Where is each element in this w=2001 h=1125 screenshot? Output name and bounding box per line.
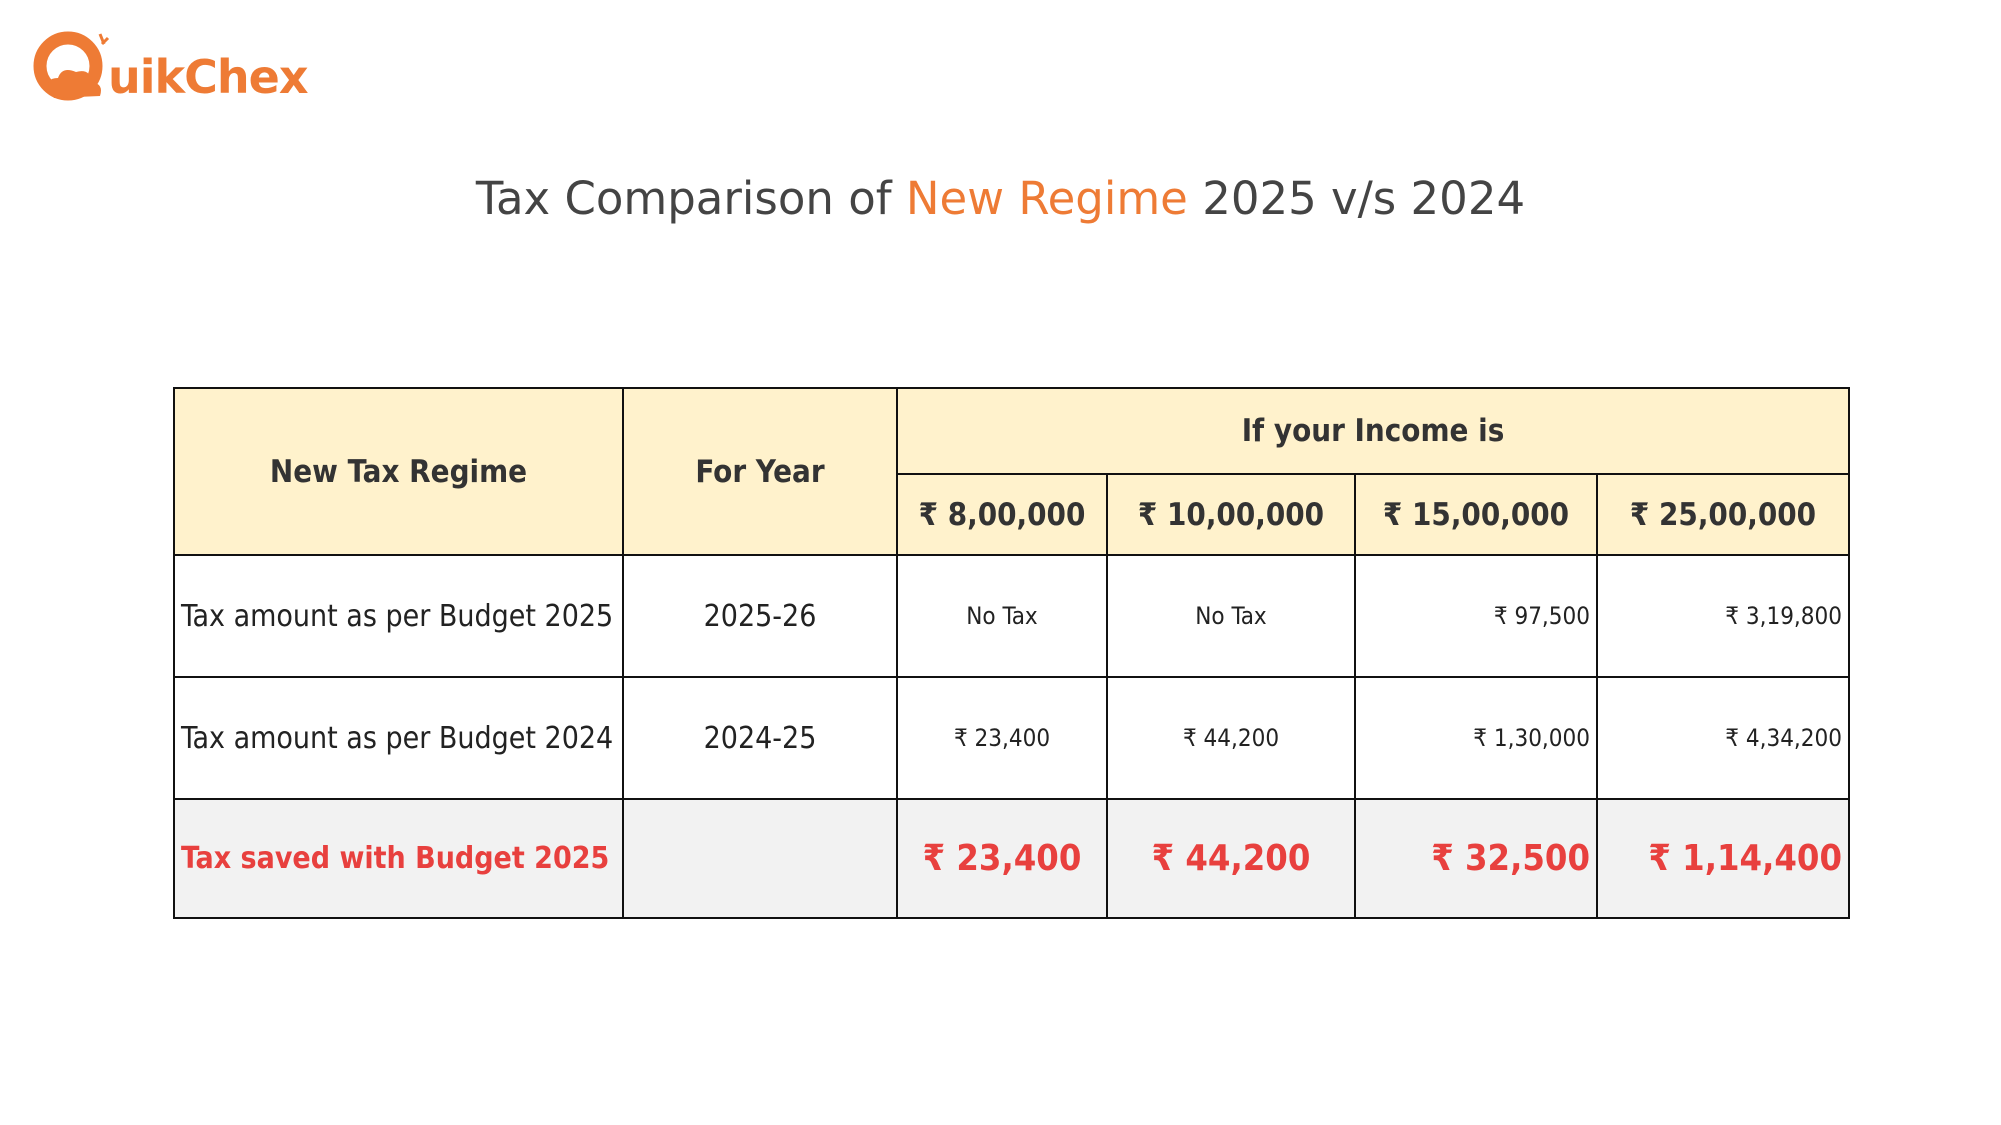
value-cell: ₹ 1,14,400 (1596, 798, 1850, 919)
year-cell: 2024-25 (622, 676, 898, 800)
year-cell: 2025-26 (622, 554, 898, 678)
title-text: Tax Comparison of (475, 172, 892, 225)
value-cell: ₹ 23,400 (896, 798, 1108, 919)
row-label: Tax amount as per Budget 2025 (173, 554, 624, 678)
value-cell: No Tax (896, 554, 1108, 678)
title: Tax Comparison of New Regime 2025 v/s 20… (0, 172, 2001, 225)
income-header: ₹ 10,00,000 (1106, 473, 1356, 556)
table-row: Tax amount as per Budget 2025 2025-26 No T… (173, 554, 1850, 678)
table-row: Tax saved with Budget 2025 ₹ 23,400 ₹ 44,2… (173, 798, 1850, 919)
income-header: ₹ 8,00,000 (896, 473, 1108, 556)
value-cell: ₹ 3,19,800 (1596, 554, 1850, 678)
row-label: Tax amount as per Budget 2024 (173, 676, 624, 800)
header-cell: For Year (622, 387, 898, 556)
income-header: ₹ 15,00,000 (1354, 473, 1598, 556)
value-cell: ₹ 23,400 (896, 676, 1108, 800)
header-cell: New Tax Regime (173, 387, 624, 556)
tax-table: New Tax Regime For Year If your Income i… (173, 387, 1850, 919)
row-label: Tax saved with Budget 2025 (173, 798, 624, 919)
value-cell: ₹ 97,500 (1354, 554, 1598, 678)
header-cell: If your Income is (896, 387, 1850, 475)
brand: uikChex (108, 50, 308, 104)
value-cell: ₹ 4,34,200 (1596, 676, 1850, 800)
income-header: ₹ 25,00,000 (1596, 473, 1850, 556)
value-cell: ₹ 44,200 (1106, 798, 1356, 919)
table-row: Tax amount as per Budget 2024 2024-25 ₹ 23… (173, 676, 1850, 800)
value-cell: ₹ 32,500 (1354, 798, 1598, 919)
value-cell: ₹ 1,30,000 (1354, 676, 1598, 800)
value-cell: ₹ 44,200 (1106, 676, 1356, 800)
title-text: 2025 v/s 2024 (1202, 172, 1526, 225)
value-cell: No Tax (1106, 554, 1356, 678)
year-cell (622, 798, 898, 919)
logo-icon (33, 31, 110, 101)
title-highlight: New Regime (905, 172, 1188, 225)
